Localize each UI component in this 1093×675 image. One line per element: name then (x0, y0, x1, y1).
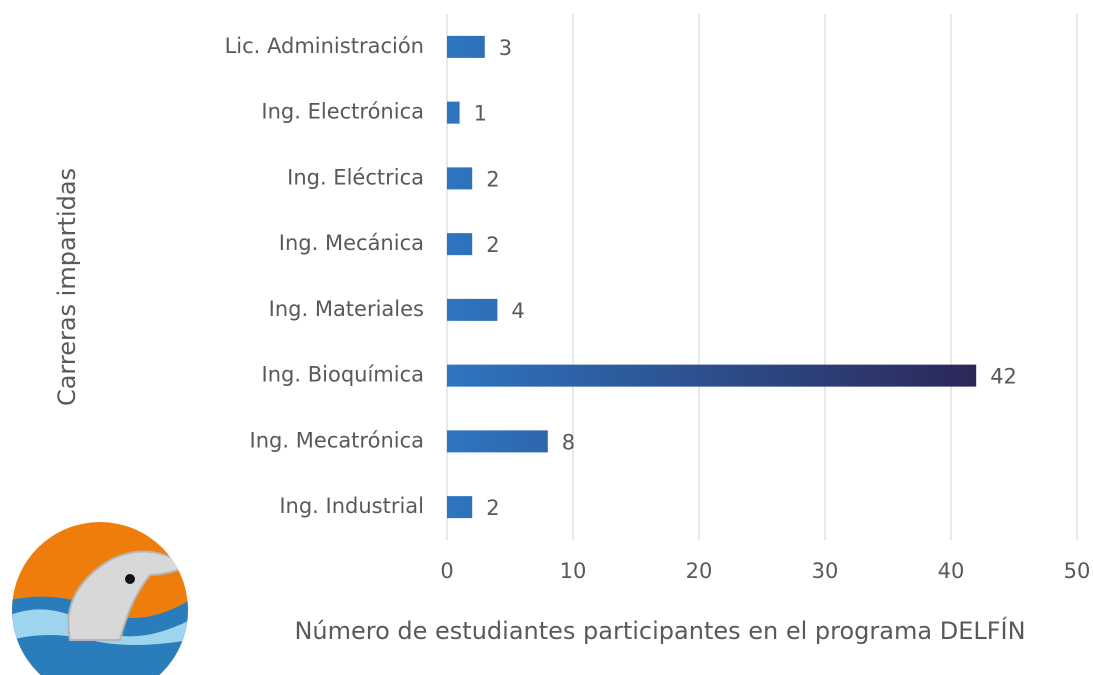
y-tick-label: Ing. Mecánica (279, 231, 424, 255)
bar (447, 430, 548, 453)
bar (447, 496, 473, 519)
bar (447, 35, 485, 58)
x-tick-label: 0 (440, 559, 453, 583)
x-tick-label: 20 (686, 559, 713, 583)
bar (447, 233, 473, 256)
bar (447, 167, 473, 190)
x-tick-label: 40 (938, 559, 965, 583)
logo (12, 522, 188, 675)
data-label: 2 (486, 233, 499, 257)
x-tick-label: 10 (560, 559, 587, 583)
bar (447, 298, 498, 321)
bar (447, 101, 460, 124)
x-axis-label: Número de estudiantes participantes en e… (294, 616, 1025, 645)
y-tick-label: Ing. Mecatrónica (250, 428, 424, 452)
y-tick-label: Ing. Electrónica (261, 100, 424, 124)
x-tick-label: 50 (1064, 559, 1091, 583)
y-tick-label: Ing. Bioquímica (262, 363, 424, 387)
data-label: 42 (990, 365, 1017, 389)
y-tick-label: Ing. Eléctrica (287, 165, 424, 189)
y-tick-label: Ing. Industrial (279, 494, 424, 518)
data-label: 4 (511, 299, 524, 323)
y-tick-label: Ing. Materiales (269, 297, 424, 321)
data-label: 2 (486, 496, 499, 520)
y-axis-label: Carreras impartidas (53, 168, 81, 406)
bar (447, 364, 977, 387)
data-label: 2 (486, 167, 499, 191)
data-label: 1 (474, 102, 487, 126)
data-label: 3 (499, 36, 512, 60)
x-tick-label: 30 (812, 559, 839, 583)
y-tick-label: Lic. Administración (225, 34, 424, 58)
data-label: 8 (562, 430, 575, 454)
